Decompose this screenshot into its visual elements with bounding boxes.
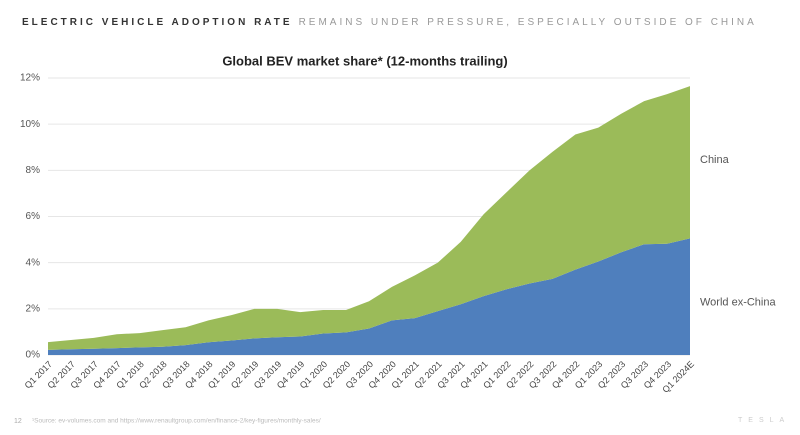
y-tick-label: 4% bbox=[26, 257, 41, 268]
title-rest: REMAINS UNDER PRESSURE, ESPECIALLY OUTSI… bbox=[299, 17, 757, 28]
source-note: ¹Source: ev-volumes.com and https://www.… bbox=[32, 418, 321, 425]
series-label: World ex-China bbox=[700, 297, 776, 309]
y-tick-label: 12% bbox=[20, 73, 40, 84]
y-tick-label: 8% bbox=[26, 165, 41, 176]
slide-title: ELECTRIC VEHICLE ADOPTION RATE REMAINS UN… bbox=[22, 17, 757, 28]
chart-title: Global BEV market share* (12-months trai… bbox=[222, 53, 507, 68]
y-tick-label: 0% bbox=[26, 350, 41, 361]
y-tick-label: 2% bbox=[26, 303, 41, 314]
logo: TESLA bbox=[738, 417, 790, 424]
series-label: China bbox=[700, 154, 730, 166]
title-strong: ELECTRIC VEHICLE ADOPTION RATE bbox=[22, 17, 293, 28]
y-tick-label: 10% bbox=[20, 119, 40, 130]
area bbox=[48, 238, 690, 355]
area bbox=[48, 86, 690, 350]
y-tick-label: 6% bbox=[26, 211, 41, 222]
page-number: 12 bbox=[14, 418, 22, 425]
